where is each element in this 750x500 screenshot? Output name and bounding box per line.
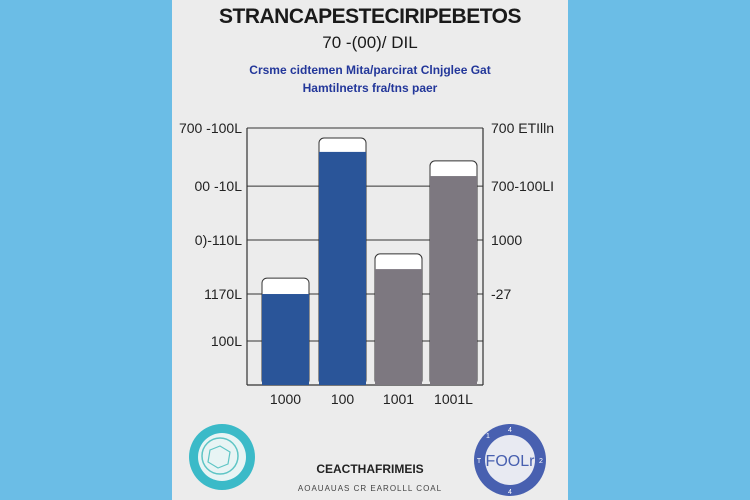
left-badge-icon bbox=[189, 424, 255, 490]
chart-title: STRANCAPESTECIRIPEBETOS bbox=[219, 5, 522, 28]
left-tick-label: 00 -10L bbox=[195, 178, 243, 194]
badge-number: 4 bbox=[508, 489, 512, 496]
right-badge-icon: FOOLr 4 1 2 T 4 bbox=[474, 424, 546, 496]
bar bbox=[430, 176, 477, 385]
bar bbox=[319, 151, 366, 385]
right-tick-label: 700 ETIlln bbox=[491, 120, 554, 136]
x-tick-label: 1001 bbox=[383, 391, 414, 407]
description-line-2: Hamtilnetrs fra/tns paer bbox=[302, 81, 438, 95]
right-badge-text: FOOLr bbox=[486, 453, 536, 470]
badge-number: T bbox=[477, 458, 482, 465]
x-tick-label: 1000 bbox=[270, 391, 301, 407]
left-tick-label: 1170L bbox=[204, 286, 242, 302]
left-tick-label: 100L bbox=[211, 333, 242, 349]
badge-number: 2 bbox=[539, 458, 543, 465]
left-tick-label: 0)-110L bbox=[195, 232, 242, 248]
bar bbox=[262, 294, 309, 385]
right-tick-label: 700-100LI bbox=[491, 178, 554, 194]
bar bbox=[375, 269, 422, 385]
x-tick-label: 1001L bbox=[434, 391, 473, 407]
right-tick-label: 1000 bbox=[491, 232, 522, 248]
footer-title: CEACTHAFRIMEIS bbox=[316, 462, 424, 476]
badge-number: 1 bbox=[486, 433, 490, 440]
x-tick-label: 100 bbox=[331, 391, 355, 407]
description-line-1: Crsme cidtemen Mita/parcirat Clnjglee Ga… bbox=[249, 63, 491, 77]
bar-chart: FOOLr 4 1 2 T 4 700 -100L 00 -10L 0)-110L 1… bbox=[179, 120, 554, 496]
footer-subtitle: AOAUAUAS CR EAROLLL COAL bbox=[297, 484, 443, 493]
badge-number: 4 bbox=[508, 427, 512, 434]
left-tick-label: 700 -100L bbox=[179, 120, 242, 136]
chart-subtitle: 70 -(00)/ DIL bbox=[322, 33, 418, 52]
poster-panel: STRANCAPESTECIRIPEBETOS 70 -(00)/ DIL Cr… bbox=[172, 0, 568, 500]
right-tick-label: -27 bbox=[491, 286, 511, 302]
